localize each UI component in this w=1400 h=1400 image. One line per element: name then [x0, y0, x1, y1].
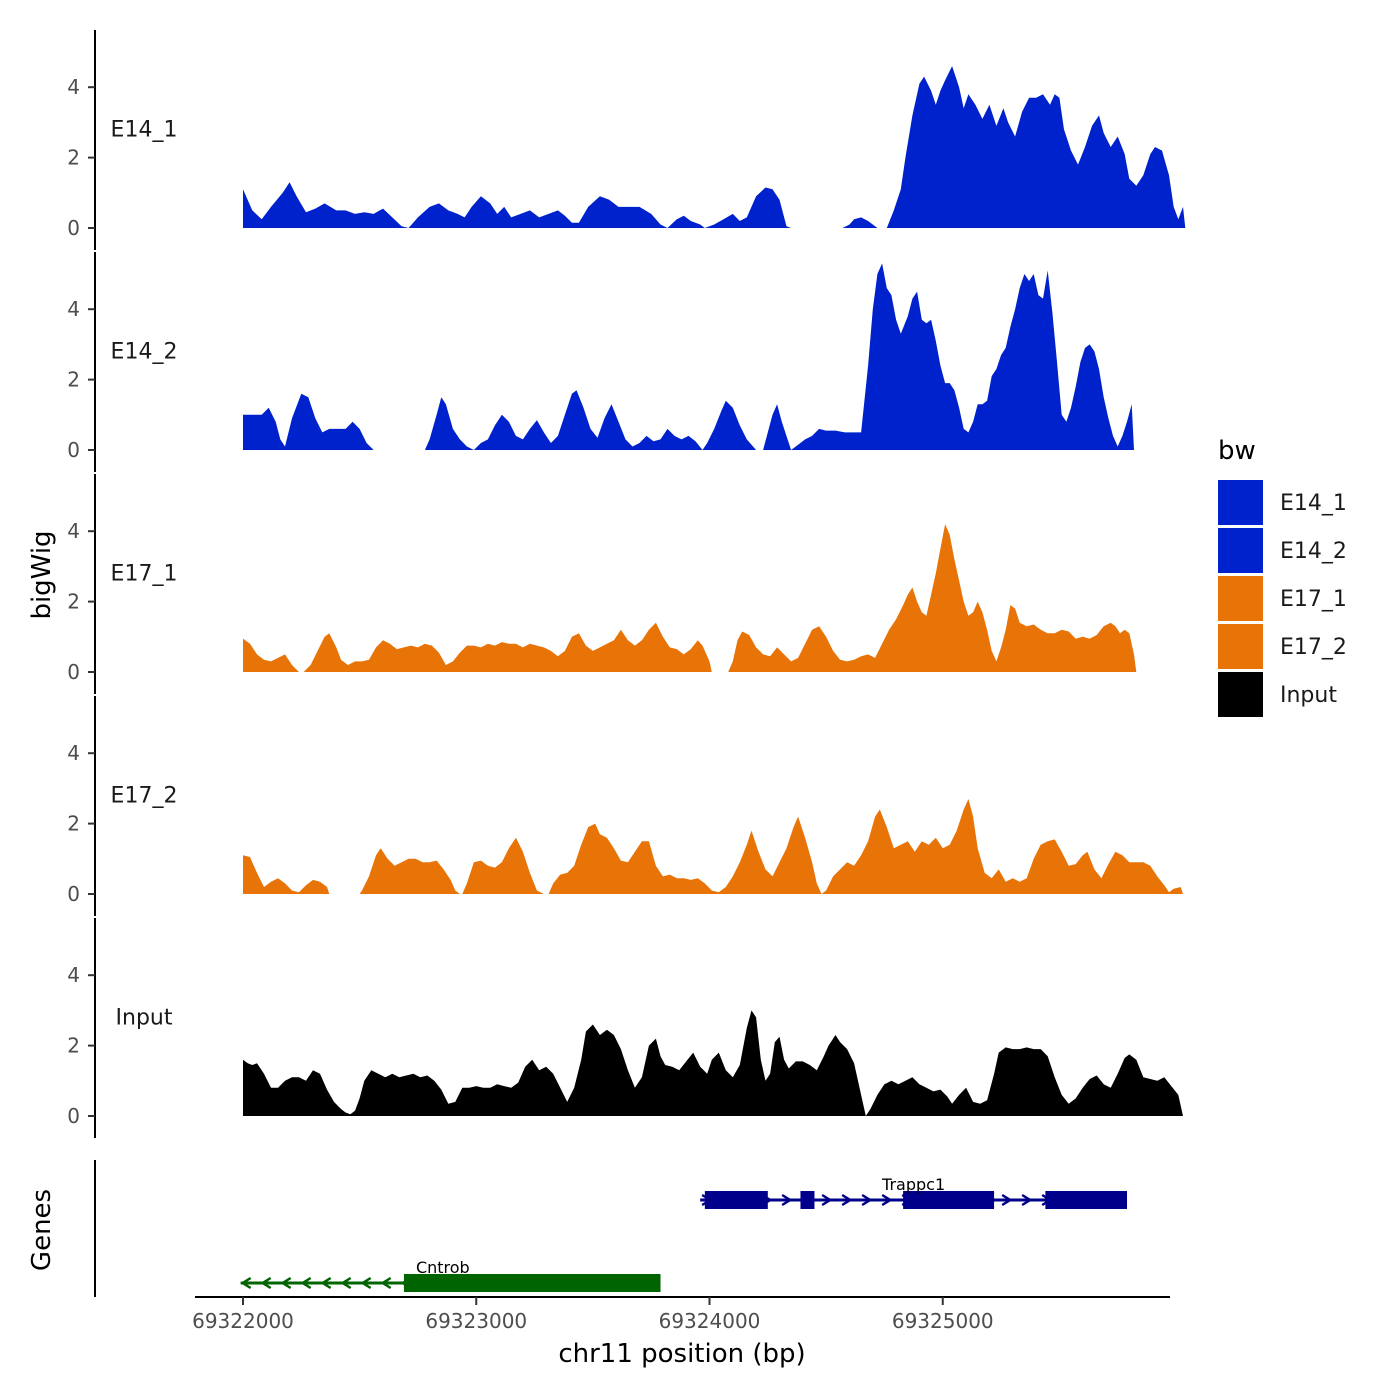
strand-arrow-icon: [841, 1193, 853, 1207]
gene-exon: [403, 1274, 661, 1292]
strand-arrow-icon: [360, 1276, 372, 1290]
x-tick-label: 69324000: [659, 1309, 761, 1333]
track-label: E14_1: [111, 117, 178, 142]
gene-exon: [704, 1191, 768, 1209]
x-tick-label: 69323000: [425, 1309, 527, 1333]
signal-area-E17_1: [243, 524, 1137, 672]
legend-swatch-E17_1: [1218, 576, 1263, 621]
gene-exon: [800, 1191, 815, 1209]
track-label: E14_2: [111, 339, 178, 364]
legend-label: E14_2: [1280, 539, 1347, 564]
legend-swatch-Input: [1218, 672, 1263, 717]
tracks-layer: 0 2 4 E14_1 0 2 4 E14_2 0 2 4 E17_1 0 2 4 E17_2 0 2 4 Input: [67, 30, 1186, 1138]
gene-exon: [1045, 1191, 1128, 1209]
x-tick-label: 69322000: [192, 1309, 294, 1333]
y-tick-label: 4: [67, 297, 80, 321]
legend-label: E17_2: [1280, 635, 1347, 660]
track-E14_1: 0 2 4 E14_1: [67, 30, 1186, 250]
x-axis-title: chr11 position (bp): [558, 1339, 805, 1369]
legend: bw E14_1 E14_2 E17_1 E17_2 Input: [1218, 436, 1347, 717]
strand-arrow-icon: [320, 1276, 332, 1290]
y-tick-label: 4: [67, 741, 80, 765]
y-tick-label: 2: [67, 146, 80, 170]
strand-arrow-icon: [380, 1276, 392, 1290]
track-label: E17_2: [111, 783, 178, 808]
signal-area-E14_1: [243, 66, 1186, 228]
genes-axis-title: Genes: [27, 1189, 57, 1271]
genes-layer: Trappc1 Cntrob: [94, 1160, 1128, 1297]
strand-arrow-icon: [340, 1276, 352, 1290]
track-E17_1: 0 2 4 E17_1: [67, 474, 1137, 694]
gene-label: Cntrob: [416, 1258, 470, 1277]
signal-area-E14_2: [243, 263, 1134, 450]
signal-area-Input: [243, 1010, 1183, 1116]
track-label: E17_1: [111, 561, 178, 586]
strand-arrow-icon: [881, 1193, 893, 1207]
legend-label: Input: [1280, 683, 1337, 708]
y-tick-label: 2: [67, 368, 80, 392]
strand-arrow-icon: [1001, 1193, 1013, 1207]
signal-area-E17_2: [243, 799, 1183, 894]
strand-arrow-icon: [861, 1193, 873, 1207]
legend-label: E17_1: [1280, 587, 1347, 612]
strand-arrow-icon: [781, 1193, 793, 1207]
y-tick-label: 4: [67, 75, 80, 99]
y-tick-label: 4: [67, 963, 80, 987]
y-tick-label: 2: [67, 1034, 80, 1058]
track-label: Input: [116, 1005, 173, 1030]
gene-exon: [903, 1191, 995, 1209]
track-E14_2: 0 2 4 E14_2: [67, 252, 1134, 472]
y-tick-label: 4: [67, 519, 80, 543]
x-axis: 69322000 69323000 69324000 69325000: [192, 1296, 1170, 1333]
legend-swatch-E14_1: [1218, 480, 1263, 525]
legend-swatch-E14_2: [1218, 528, 1263, 573]
strand-arrow-icon: [280, 1276, 292, 1290]
gene-label: Trappc1: [881, 1175, 945, 1194]
legend-swatch-E17_2: [1218, 624, 1263, 669]
y-tick-label: 0: [67, 882, 80, 906]
y-tick-label: 0: [67, 660, 80, 684]
gene-Trappc1: Trappc1: [700, 1175, 1128, 1209]
legend-title: bw: [1218, 436, 1256, 466]
strand-arrow-icon: [821, 1193, 833, 1207]
gene-Cntrob: Cntrob: [240, 1258, 661, 1292]
y-tick-label: 0: [67, 216, 80, 240]
strand-arrow-icon: [260, 1276, 272, 1290]
y-axis-title: bigWig: [27, 530, 57, 619]
strand-arrow-icon: [300, 1276, 312, 1290]
track-Input: 0 2 4 Input: [67, 918, 1183, 1138]
x-tick-label: 69325000: [892, 1309, 994, 1333]
legend-label: E14_1: [1280, 491, 1347, 516]
strand-arrow-icon: [240, 1276, 252, 1290]
y-tick-label: 2: [67, 590, 80, 614]
track-E17_2: 0 2 4 E17_2: [67, 696, 1183, 916]
y-tick-label: 0: [67, 1104, 80, 1128]
y-tick-label: 2: [67, 812, 80, 836]
y-tick-label: 0: [67, 438, 80, 462]
strand-arrow-icon: [1021, 1193, 1033, 1207]
